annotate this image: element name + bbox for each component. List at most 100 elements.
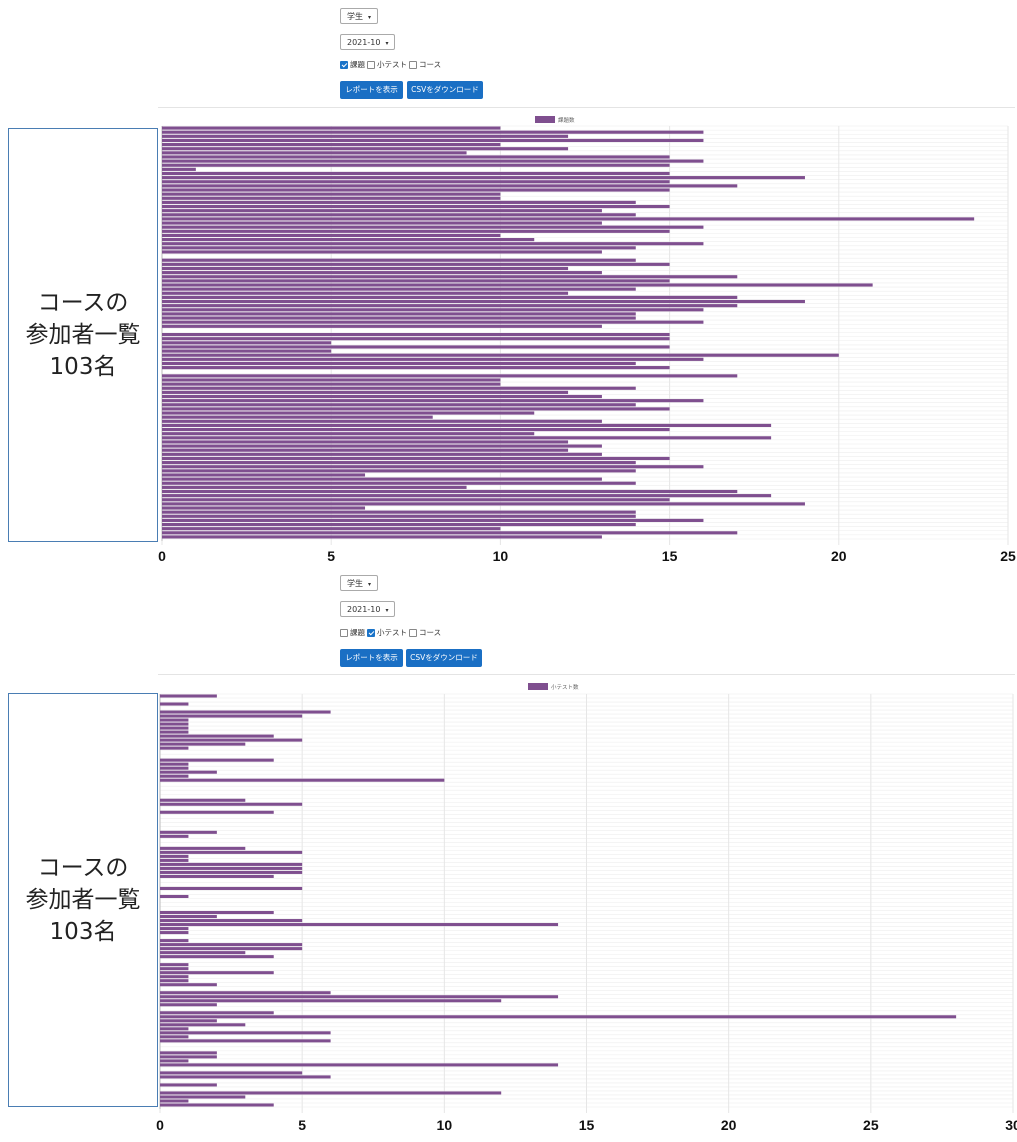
bar <box>162 246 636 250</box>
checkbox-label-assignments: 課題 <box>350 60 365 69</box>
bar <box>162 200 636 204</box>
bar <box>160 999 502 1003</box>
bar <box>162 287 636 291</box>
bar <box>160 770 217 774</box>
bar <box>160 726 189 730</box>
bar <box>160 1099 189 1103</box>
checkbox-assignments[interactable] <box>340 60 348 69</box>
bar <box>160 1055 217 1059</box>
bar <box>160 967 189 971</box>
bar <box>160 995 559 999</box>
bar <box>160 1015 957 1019</box>
bar <box>162 522 636 527</box>
x-tick-label: 25 <box>863 1117 879 1133</box>
month-select-value: 2021-10 <box>347 38 381 47</box>
month-select[interactable]: 2021-10 ▾ <box>340 34 396 50</box>
bar <box>162 258 636 262</box>
bar <box>160 979 189 983</box>
bar <box>162 527 501 531</box>
bar <box>160 694 217 698</box>
bar <box>160 975 189 979</box>
x-tick-label: 5 <box>298 1117 306 1133</box>
bar <box>160 854 189 858</box>
bar <box>162 192 501 196</box>
bar <box>162 134 569 138</box>
bar <box>160 947 303 951</box>
checkbox-assignments[interactable] <box>340 628 348 637</box>
bar <box>162 419 602 423</box>
bar <box>162 295 738 299</box>
month-select[interactable]: 2021-10 ▾ <box>340 601 396 617</box>
bar <box>160 730 189 734</box>
bar <box>162 291 569 295</box>
bar <box>162 366 670 370</box>
role-select[interactable]: 学生 ▾ <box>340 8 379 24</box>
bar <box>160 951 246 955</box>
bar <box>160 762 189 766</box>
bar <box>162 320 704 324</box>
role-select[interactable]: 学生 ▾ <box>340 575 379 591</box>
bar <box>162 130 704 134</box>
bar <box>162 345 670 349</box>
bar <box>160 927 189 931</box>
bar <box>162 316 636 320</box>
bar <box>160 1051 217 1055</box>
checkbox-courses[interactable] <box>409 60 417 69</box>
bar <box>162 469 636 473</box>
bar <box>160 702 189 706</box>
show-report-button[interactable]: レポートを表示 <box>340 649 403 667</box>
bar <box>162 312 636 316</box>
download-csv-button[interactable]: CSVをダウンロード <box>407 81 483 99</box>
checkbox-label-quizzes: 小テスト <box>377 60 407 69</box>
bar <box>162 204 670 209</box>
bar <box>162 411 535 415</box>
bar <box>160 963 189 967</box>
bar <box>160 738 303 742</box>
checkbox-courses[interactable] <box>409 628 417 637</box>
legend-label: 小テスト数 <box>551 683 579 691</box>
bar <box>160 858 189 862</box>
participants-callout-text: コースの 参加者一覧 103名 <box>25 855 141 945</box>
x-axis-ticks: 0 5 10 15 20 25 <box>158 548 1016 564</box>
show-report-button[interactable]: レポートを表示 <box>340 81 403 99</box>
x-tick-label: 10 <box>493 548 509 564</box>
bar <box>160 710 331 714</box>
bar <box>160 915 217 919</box>
x-tick-label: 15 <box>662 548 678 564</box>
checkbox-quizzes[interactable] <box>367 60 375 69</box>
chart-legend: 小テスト数 <box>528 683 579 691</box>
bar <box>160 714 303 718</box>
bar <box>162 299 805 304</box>
x-tick-label: 25 <box>1000 548 1016 564</box>
chart-grid <box>159 693 1014 1113</box>
bar <box>162 332 670 337</box>
bar <box>162 415 433 419</box>
bar <box>162 159 704 163</box>
bar <box>162 489 738 494</box>
download-csv-button[interactable]: CSVをダウンロード <box>406 649 482 667</box>
bar <box>160 798 246 802</box>
bar <box>160 971 274 975</box>
x-tick-label: 30 <box>1005 1117 1017 1133</box>
bar <box>162 382 501 386</box>
checkbox-quizzes[interactable] <box>367 628 375 637</box>
bar <box>160 894 189 899</box>
bar <box>162 143 501 147</box>
bar <box>160 746 189 750</box>
x-tick-label: 0 <box>158 548 166 564</box>
bar <box>162 436 772 440</box>
bar <box>162 266 569 271</box>
role-select-value: 学生 <box>347 579 363 588</box>
legend-swatch <box>535 116 555 123</box>
bar <box>162 452 602 456</box>
month-select-value: 2021-10 <box>347 605 381 614</box>
bar <box>162 535 602 539</box>
bar <box>162 171 670 176</box>
bar <box>160 923 559 927</box>
bar <box>162 506 366 510</box>
bar <box>160 810 274 814</box>
bar <box>160 874 274 878</box>
bar <box>162 184 738 188</box>
bar <box>160 1075 331 1079</box>
legend-swatch <box>528 683 548 690</box>
